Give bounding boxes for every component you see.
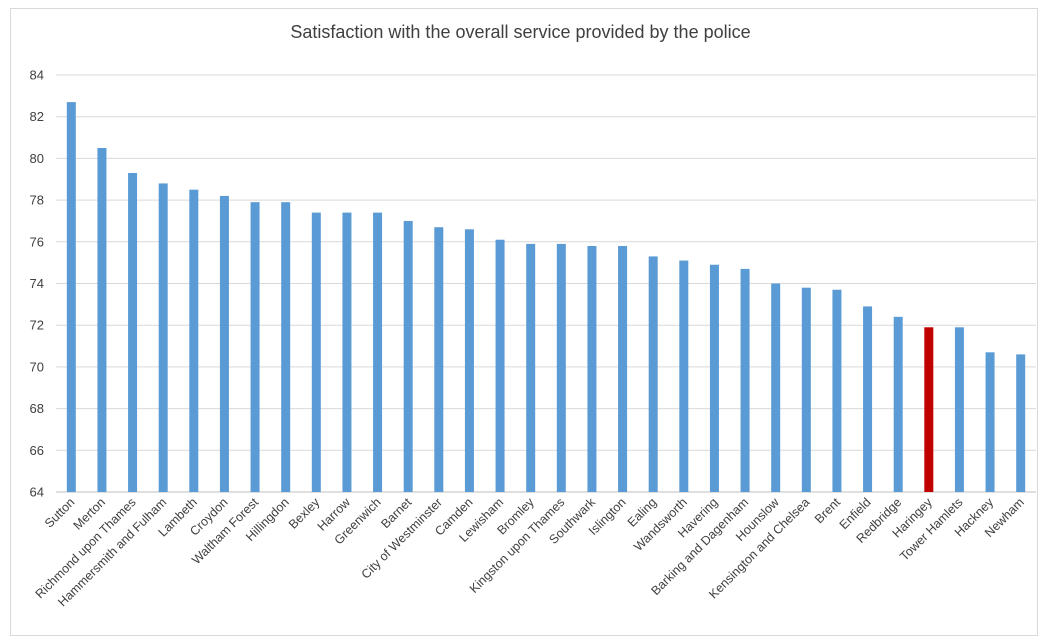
bar-redbridge	[893, 316, 903, 492]
bar-wandsworth	[679, 260, 689, 492]
y-tick-label: 70	[30, 359, 44, 374]
y-tick-label: 64	[30, 485, 44, 500]
y-tick-label: 76	[30, 234, 44, 249]
y-axis-ticks: 64 66 68 70 72 74 76 78 80 82 84	[30, 68, 44, 500]
y-tick-label: 72	[30, 318, 44, 333]
bar-waltham-forest	[250, 202, 260, 492]
bar-lambeth	[189, 189, 199, 493]
bar-harrow	[342, 212, 352, 493]
bar-havering	[709, 264, 719, 492]
bar-barnet	[403, 220, 413, 492]
bar-tower-hamlets	[954, 327, 964, 492]
y-tick-label: 80	[30, 151, 44, 166]
bar-city-of-westminster	[434, 227, 444, 492]
chart-title: Satisfaction with the overall service pr…	[290, 22, 751, 42]
bar-hounslow	[771, 283, 781, 492]
y-tick-label: 68	[30, 401, 44, 416]
bar-lewisham	[495, 239, 505, 492]
bar-kingston-upon-thames	[556, 243, 566, 492]
bar-hillingdon	[281, 202, 291, 492]
bar-bexley	[311, 212, 321, 493]
bar-hammersmith-and-fulham	[158, 183, 168, 493]
bars	[66, 102, 1026, 493]
bar-hackney	[985, 352, 995, 492]
bar-haringey	[924, 327, 934, 492]
bar-newham	[1016, 354, 1026, 492]
bar-brent	[832, 289, 842, 492]
bar-croydon	[219, 195, 229, 492]
bar-islington	[618, 245, 628, 492]
bar-greenwich	[373, 212, 383, 493]
bar-kensington-and-chelsea	[801, 287, 811, 492]
gridlines	[56, 74, 1036, 493]
y-tick-label: 82	[30, 109, 44, 124]
bar-richmond-upon-thames	[128, 172, 138, 492]
y-tick-label: 74	[30, 276, 44, 291]
bar-ealing	[648, 256, 658, 492]
bar-barking-and-dagenham	[740, 268, 750, 492]
bar-merton	[97, 147, 107, 492]
bar-southwark	[587, 245, 597, 492]
y-tick-label: 78	[30, 193, 44, 208]
y-tick-label: 66	[30, 443, 44, 458]
y-tick-label: 84	[30, 68, 44, 83]
bar-bromley	[526, 243, 536, 492]
bar-sutton	[66, 102, 76, 492]
bar-enfield	[863, 306, 873, 492]
bar-camden	[464, 229, 474, 493]
